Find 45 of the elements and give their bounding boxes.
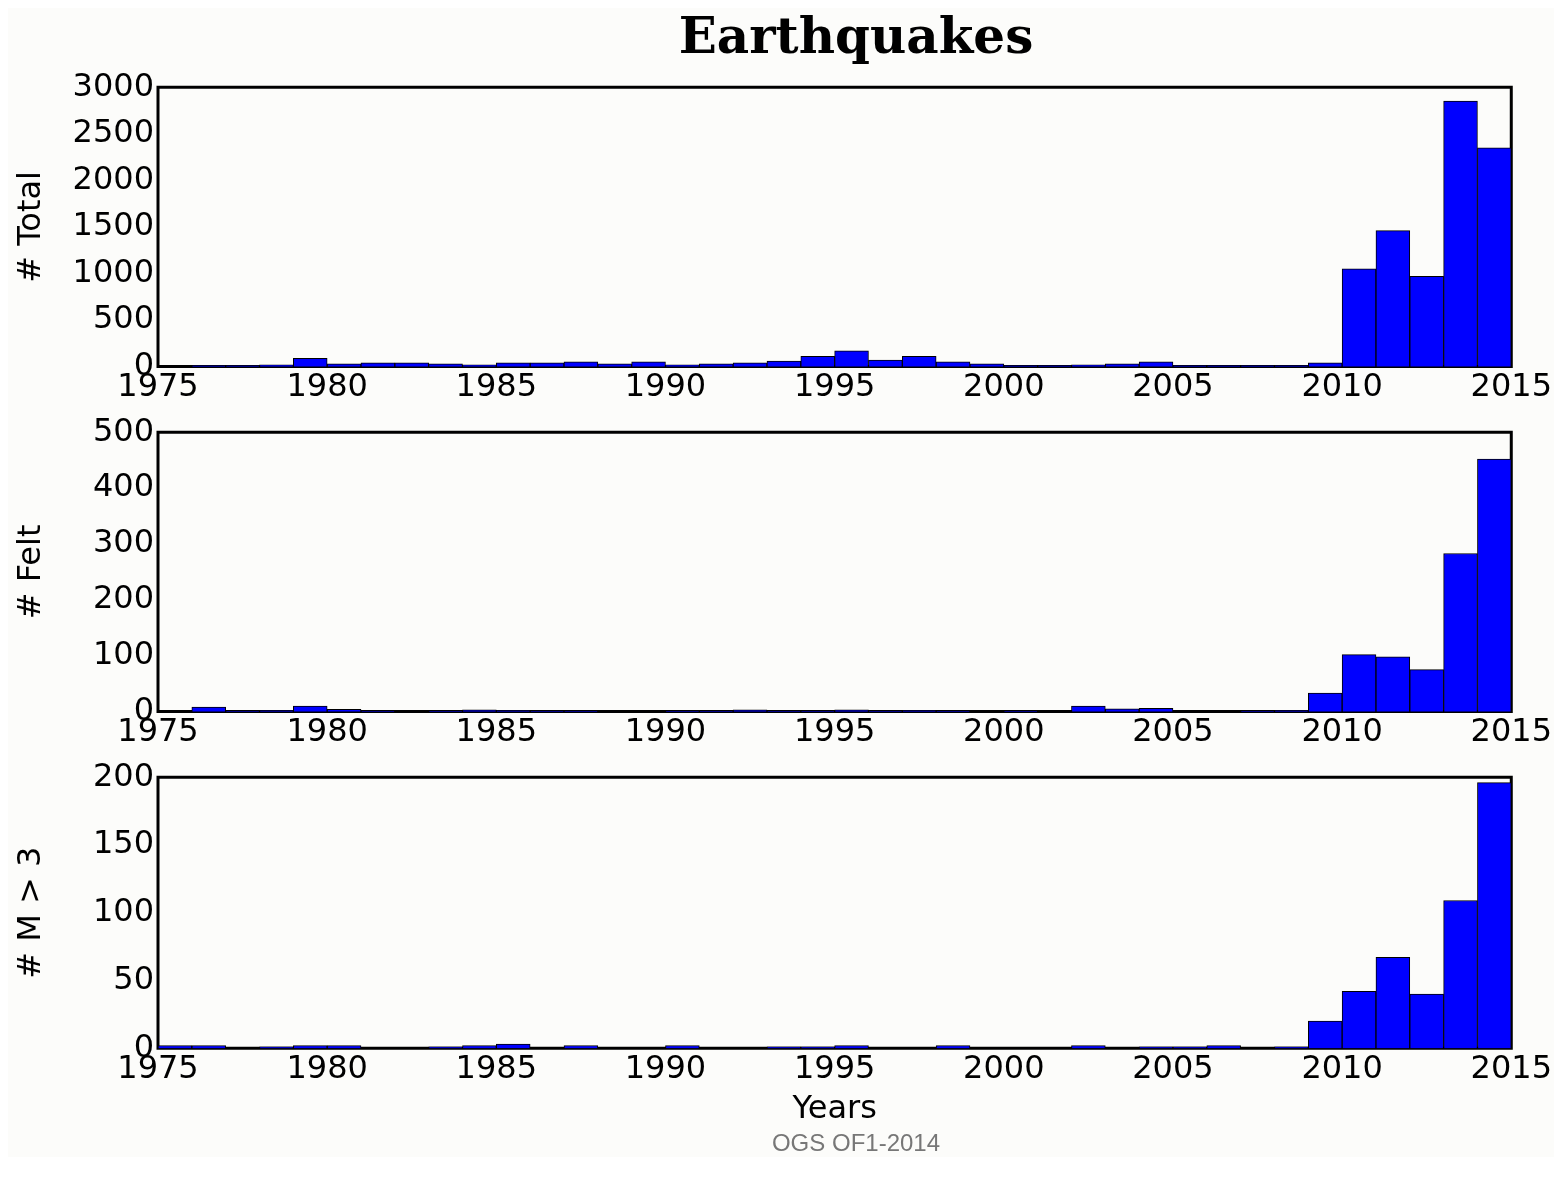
x-tick-label: 2005 bbox=[1132, 711, 1214, 750]
y-tick-label: 200 bbox=[92, 755, 154, 794]
y-tick-label: 100 bbox=[92, 634, 154, 673]
y-tick-label: 1500 bbox=[72, 205, 154, 244]
x-axis-title: Years bbox=[791, 1088, 877, 1127]
x-tick-label: 1995 bbox=[793, 1047, 876, 1086]
x-tick-label: 1985 bbox=[455, 711, 538, 750]
x-tick-label: 1985 bbox=[455, 366, 538, 405]
x-tick-label: 2015 bbox=[1470, 711, 1552, 750]
x-tick-label: 1980 bbox=[286, 1047, 368, 1086]
x-tick-label: 1995 bbox=[793, 366, 876, 405]
y-tick-label: 200 bbox=[92, 578, 154, 617]
y-tick-label: 100 bbox=[92, 891, 154, 930]
y-tick-label: 300 bbox=[92, 522, 154, 561]
x-tick-label: 1995 bbox=[793, 711, 876, 750]
x-tick-label: 1980 bbox=[286, 366, 368, 405]
x-tick-label: 2010 bbox=[1301, 1047, 1383, 1086]
y-tick-label: 400 bbox=[92, 466, 154, 505]
x-tick-label: 2005 bbox=[1132, 366, 1214, 405]
chart-title: Earthquakes bbox=[677, 6, 1035, 65]
x-tick-label: 2015 bbox=[1470, 366, 1552, 405]
x-tick-label: 2000 bbox=[963, 1047, 1045, 1086]
x-tick-label: 1985 bbox=[455, 1047, 538, 1086]
y-tick-label: 2000 bbox=[72, 158, 154, 197]
y-tick-label: 50 bbox=[113, 958, 154, 997]
x-tick-label: 1990 bbox=[624, 711, 707, 750]
y-tick-label: 3000 bbox=[72, 65, 154, 104]
x-tick-label: 2005 bbox=[1132, 1047, 1214, 1086]
y-axis-title: # M > 3 bbox=[9, 846, 48, 979]
y-tick-label: 1000 bbox=[72, 251, 154, 290]
y-axis-title: # Total bbox=[9, 171, 48, 283]
x-tick-label: 2010 bbox=[1301, 366, 1383, 405]
y-axis-title: # Felt bbox=[9, 524, 48, 620]
y-tick-label: 150 bbox=[92, 823, 154, 862]
x-tick-label: 1990 bbox=[624, 1047, 707, 1086]
y-tick-label: 2500 bbox=[72, 112, 154, 151]
x-tick-label: 1980 bbox=[286, 711, 368, 750]
y-tick-label: 500 bbox=[92, 410, 154, 449]
x-tick-label: 2015 bbox=[1470, 1047, 1552, 1086]
x-tick-label: 2010 bbox=[1301, 711, 1383, 750]
x-tick-label: 1990 bbox=[624, 366, 707, 405]
x-tick-label: 2000 bbox=[963, 711, 1045, 750]
text: OGS OF1-2014 bbox=[770, 1129, 942, 1157]
y-tick-label: 500 bbox=[92, 298, 154, 337]
x-tick-label: 2000 bbox=[963, 366, 1045, 405]
